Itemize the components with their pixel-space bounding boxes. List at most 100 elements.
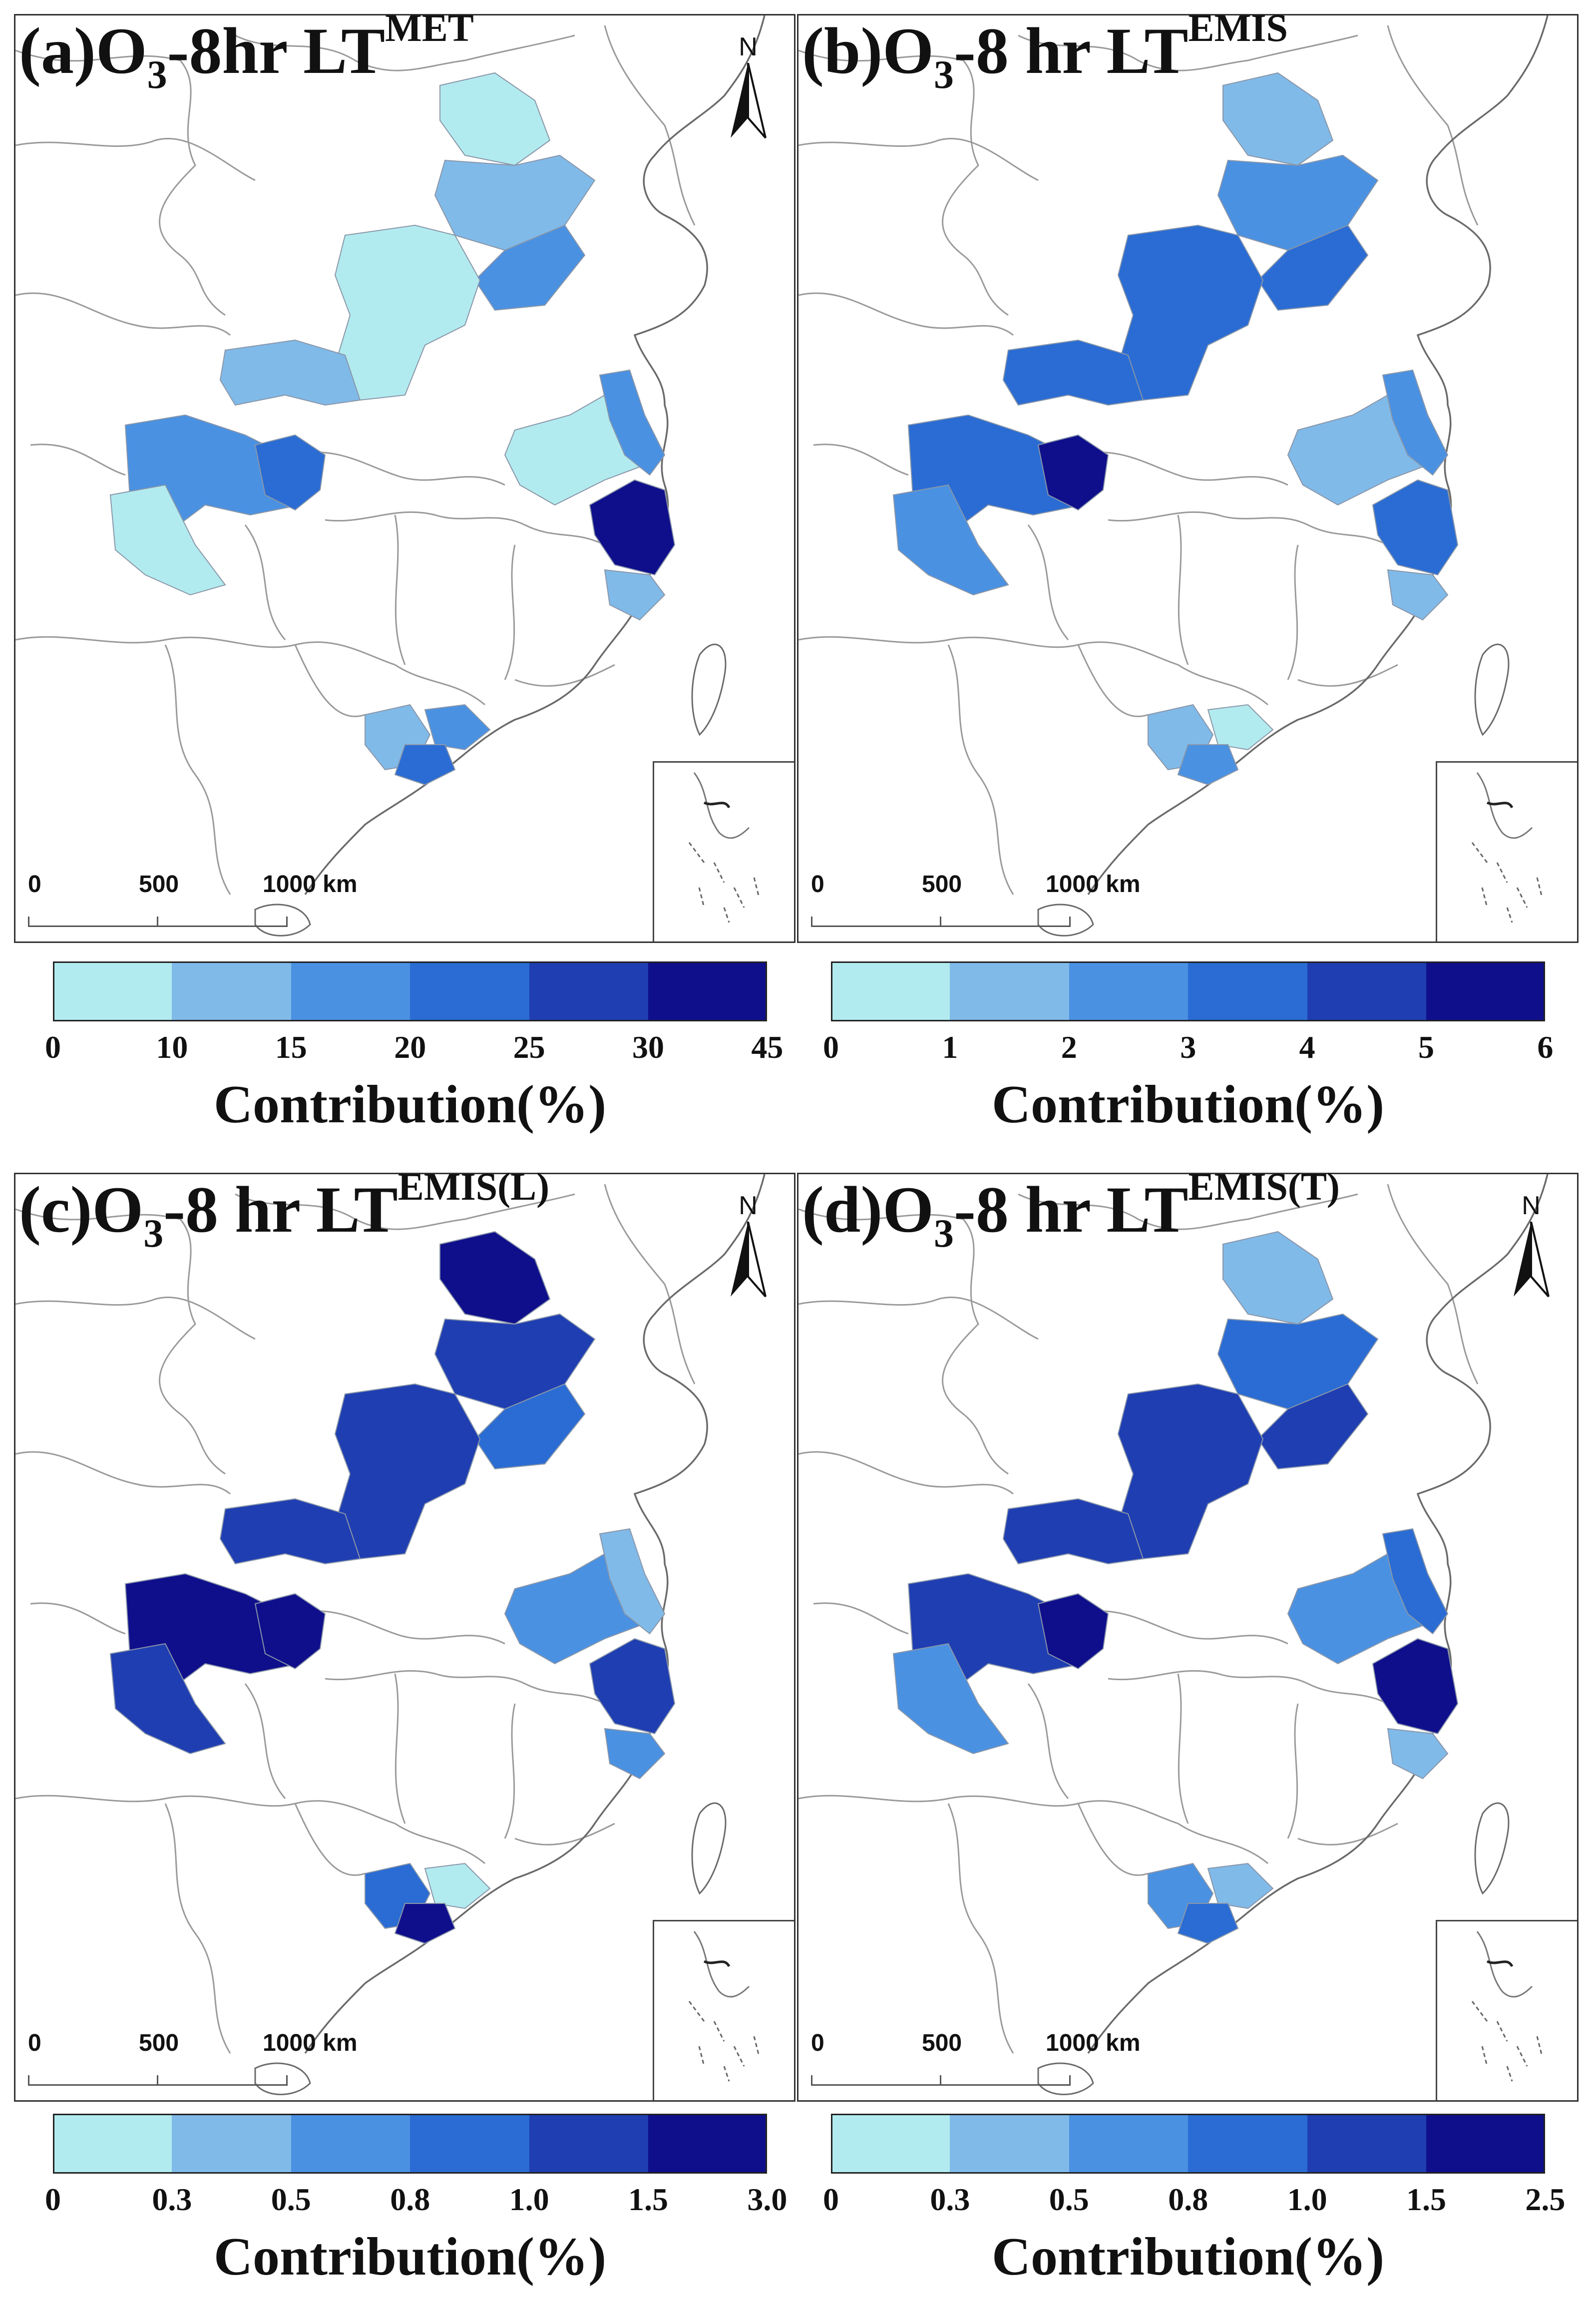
region-prd-3 bbox=[1177, 1903, 1239, 1944]
panel-b: (b)O3-8 hr LTEMIS 0 500 1000 km bbox=[797, 8, 1579, 943]
inset-dash bbox=[713, 2021, 725, 2042]
province-border bbox=[30, 1602, 126, 1635]
province-border bbox=[1297, 664, 1398, 687]
colorbar-swatch bbox=[1188, 961, 1307, 1021]
colorbar-swatch bbox=[648, 2114, 768, 2174]
region-yrd-2 bbox=[599, 369, 666, 476]
colorbar-tick: 0.5 bbox=[271, 2182, 311, 2217]
province-border bbox=[604, 25, 696, 226]
province-border bbox=[1018, 34, 1358, 71]
colorbar-swatch bbox=[1188, 2114, 1307, 2174]
inset-dash bbox=[713, 862, 725, 883]
colorbar-tick: 0.5 bbox=[1049, 2182, 1089, 2217]
inset-dash bbox=[1471, 842, 1488, 863]
province-border bbox=[325, 511, 605, 546]
colorbar-tick: 5 bbox=[1418, 1029, 1434, 1065]
title-middle: -8 hr LT bbox=[954, 1173, 1189, 1246]
hainan-outline bbox=[254, 904, 311, 936]
province-border bbox=[1108, 511, 1388, 546]
inset-dash bbox=[1481, 887, 1488, 908]
title-middle: -8 hr LT bbox=[163, 1173, 398, 1246]
province-border bbox=[813, 1602, 909, 1635]
region-yrd-3 bbox=[589, 1638, 676, 1735]
scale-tick bbox=[157, 2075, 158, 2084]
colorbar-swatch bbox=[529, 961, 648, 1021]
province-border bbox=[813, 444, 909, 476]
province-border bbox=[1287, 544, 1299, 680]
map-frame-a bbox=[14, 14, 796, 943]
north-arrow-d: N bbox=[1504, 1191, 1559, 1301]
colorbar-label: Contribution(%) bbox=[213, 2227, 607, 2287]
province-border bbox=[1387, 25, 1479, 226]
province-border bbox=[504, 1703, 516, 1839]
province-border bbox=[30, 444, 126, 476]
province-border bbox=[15, 1451, 231, 1495]
province-border bbox=[1387, 1184, 1479, 1384]
scale-tick bbox=[940, 917, 941, 925]
province-border bbox=[1027, 1683, 1069, 1799]
colorbar-tick: 3.0 bbox=[747, 2182, 788, 2217]
colorbar-tick: 10 bbox=[156, 1029, 188, 1065]
province-border bbox=[1077, 644, 1149, 717]
hainan-outline bbox=[1037, 904, 1094, 936]
scale-label-500: 500 bbox=[922, 2030, 962, 2056]
map-frame-d bbox=[797, 1173, 1579, 2102]
colorbar-border bbox=[831, 961, 1545, 1021]
province-border bbox=[244, 1683, 286, 1799]
colorbar-label: Contribution(%) bbox=[991, 1075, 1385, 1134]
scale-line bbox=[28, 925, 288, 927]
province-border bbox=[395, 1823, 485, 1864]
inset-dash bbox=[1496, 2021, 1508, 2042]
map-frame-c bbox=[14, 1173, 796, 2102]
scale-tick bbox=[28, 2075, 29, 2084]
province-border bbox=[1297, 1823, 1398, 1845]
region-yrd-1 bbox=[504, 394, 646, 506]
inset-dash bbox=[1496, 862, 1508, 883]
province-border bbox=[798, 1296, 1039, 1340]
title-subscript: 3 bbox=[934, 53, 954, 97]
inset-dash bbox=[733, 887, 745, 908]
region-w-spur bbox=[1002, 1498, 1144, 1565]
scale-tick bbox=[28, 917, 29, 925]
inset-dash bbox=[1506, 907, 1513, 923]
province-border bbox=[15, 1296, 256, 1340]
north-arrow-c: N bbox=[721, 1191, 776, 1301]
province-border bbox=[244, 524, 286, 640]
basemap-a bbox=[15, 15, 766, 936]
scale-label-1000: 1000 km bbox=[263, 2030, 358, 2056]
province-border bbox=[294, 1803, 366, 1876]
inset-dash bbox=[753, 877, 760, 898]
scale-tick bbox=[811, 917, 812, 925]
province-border bbox=[514, 1823, 615, 1845]
inset-dash bbox=[688, 842, 705, 863]
province-border bbox=[325, 1670, 605, 1705]
region-prd-3 bbox=[394, 744, 456, 786]
colorbar-swatch bbox=[291, 2114, 410, 2174]
region-n-central bbox=[1117, 1383, 1264, 1560]
colorbar-tick: 2.5 bbox=[1525, 2182, 1566, 2217]
inset-dash bbox=[753, 2036, 760, 2057]
scale-label-500: 500 bbox=[922, 871, 962, 898]
inset-coast bbox=[693, 1931, 750, 1998]
title-superscript: EMIS bbox=[1188, 6, 1288, 49]
map-frame-b bbox=[797, 14, 1579, 943]
hainan-outline bbox=[1037, 2062, 1094, 2095]
title-prefix: (d)O bbox=[802, 1173, 934, 1246]
south-china-sea-inset-c bbox=[653, 1920, 794, 2100]
colorbar-label: Contribution(%) bbox=[213, 1075, 607, 1134]
region-prd-2 bbox=[424, 1862, 491, 1909]
province-border bbox=[514, 664, 615, 687]
colorbar-tick: 0.8 bbox=[390, 2182, 430, 2217]
inset-dash bbox=[1536, 2036, 1543, 2057]
inset-dash bbox=[698, 887, 705, 908]
region-yrd-4 bbox=[604, 569, 666, 621]
colorbar-swatch bbox=[1307, 961, 1426, 1021]
colorbar-swatch bbox=[950, 961, 1069, 1021]
region-prd-2 bbox=[424, 704, 491, 751]
scale-tick bbox=[157, 917, 158, 925]
hainan-outline bbox=[254, 2062, 311, 2095]
basemap-d bbox=[798, 1174, 1549, 2095]
scale-label-1000: 1000 km bbox=[1046, 871, 1141, 898]
region-prd-2 bbox=[1207, 704, 1274, 751]
scale-label-1000: 1000 km bbox=[263, 871, 358, 898]
